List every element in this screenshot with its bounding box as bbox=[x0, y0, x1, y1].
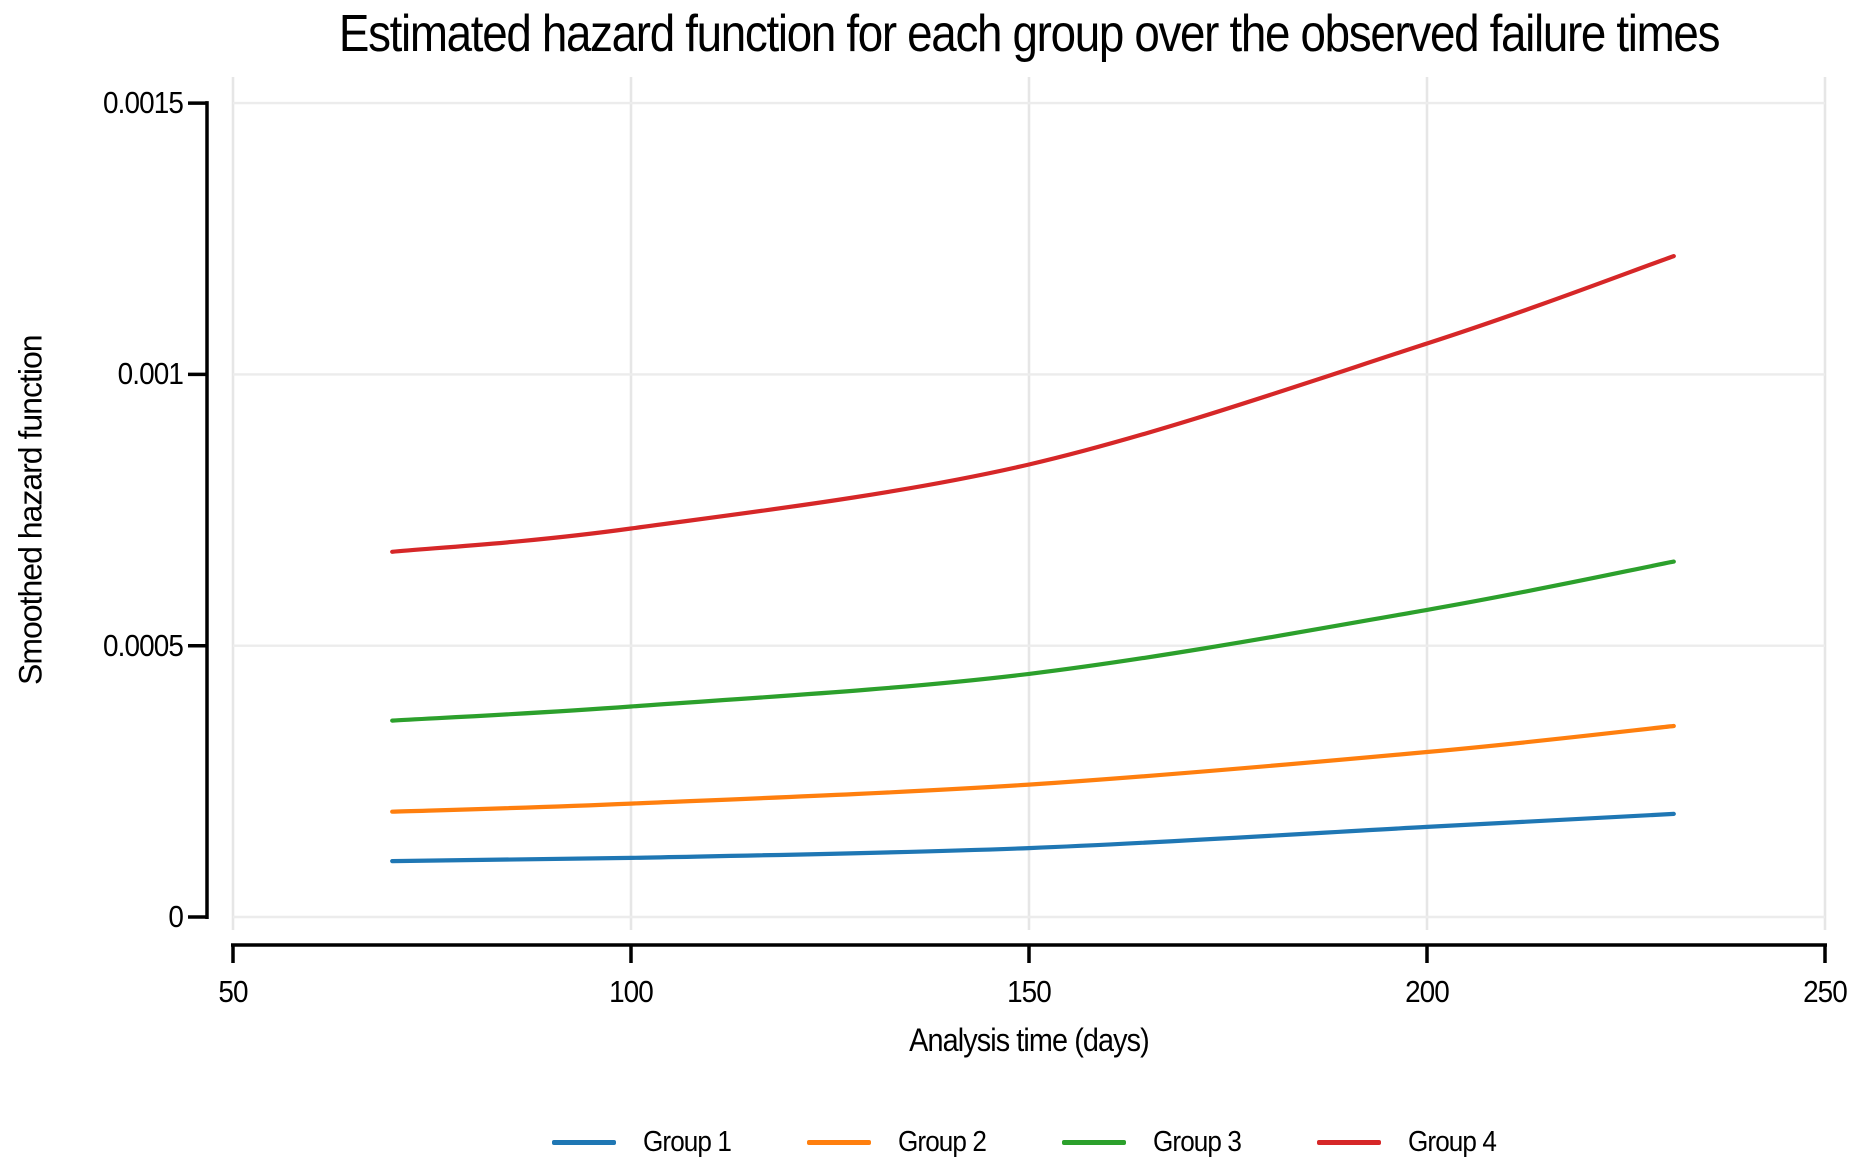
legend-line-swatch-group-4 bbox=[1316, 1139, 1381, 1145]
legend-label: Group 4 bbox=[1407, 1125, 1497, 1158]
y-tick-label: 0.001 bbox=[117, 356, 184, 391]
legend-item-group-4: Group 4 bbox=[1316, 1125, 1506, 1159]
y-tick-label: 0.0015 bbox=[103, 85, 184, 120]
legend-line-swatch-group-1 bbox=[552, 1139, 617, 1145]
legend-label: Group 1 bbox=[643, 1125, 732, 1158]
legend-item-group-2: Group 2 bbox=[807, 1126, 996, 1159]
x-tick-label: 50 bbox=[218, 974, 248, 1009]
legend-line-swatch-group-3 bbox=[1062, 1139, 1126, 1145]
x-tick-label: 150 bbox=[1007, 974, 1052, 1009]
x-tick-label: 200 bbox=[1405, 974, 1450, 1009]
series-line-group-1 bbox=[390, 811, 1676, 864]
x-tick-label: 250 bbox=[1803, 974, 1848, 1009]
legend-item-group-1: Group 1 bbox=[552, 1126, 741, 1159]
legend-line-swatch-group-2 bbox=[807, 1139, 872, 1145]
legend-label: Group 2 bbox=[898, 1125, 987, 1158]
y-tick-label: 0 bbox=[168, 899, 184, 934]
series-line-group-4 bbox=[390, 254, 1676, 554]
x-axis-title: Analysis time (days) bbox=[909, 1022, 1150, 1058]
series-line-group-3 bbox=[390, 559, 1676, 723]
legend-item-group-3: Group 3 bbox=[1062, 1126, 1251, 1159]
y-tick-label: 0.0005 bbox=[103, 628, 184, 663]
x-tick-label: 100 bbox=[609, 974, 654, 1009]
y-axis-title: Smoothed hazard function bbox=[12, 335, 49, 686]
series-line-group-2 bbox=[390, 723, 1676, 814]
legend: Group 1 Group 2 Group 3 Group 4 bbox=[233, 1120, 1825, 1164]
chart-title: Estimated hazard function for each group… bbox=[338, 5, 1721, 63]
legend-label: Group 3 bbox=[1153, 1125, 1242, 1158]
